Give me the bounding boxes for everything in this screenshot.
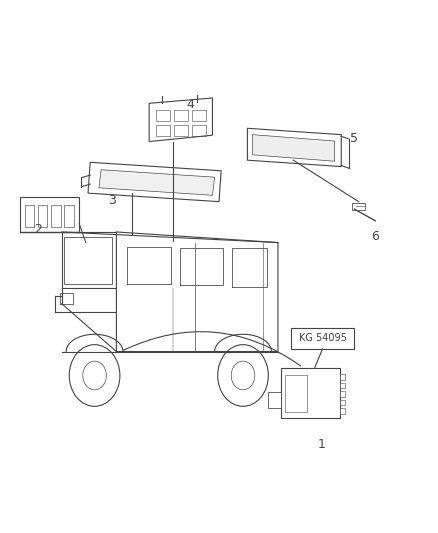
Text: 3: 3 bbox=[108, 193, 116, 207]
Bar bbox=[51, 205, 60, 227]
Bar bbox=[340, 400, 345, 405]
Bar bbox=[155, 110, 170, 122]
Text: 2: 2 bbox=[34, 223, 42, 236]
Bar bbox=[174, 110, 188, 122]
Polygon shape bbox=[88, 163, 221, 201]
Text: 4: 4 bbox=[187, 98, 194, 111]
Bar bbox=[192, 125, 206, 136]
Text: KG 54095: KG 54095 bbox=[299, 333, 346, 343]
Bar bbox=[340, 408, 345, 414]
Bar bbox=[64, 205, 74, 227]
Bar bbox=[38, 205, 47, 227]
Text: 1: 1 bbox=[318, 438, 325, 451]
Bar bbox=[352, 203, 365, 210]
Bar bbox=[291, 328, 354, 349]
Bar bbox=[286, 375, 307, 411]
Polygon shape bbox=[99, 169, 215, 195]
Bar bbox=[192, 110, 206, 122]
Bar bbox=[60, 293, 73, 304]
Bar bbox=[340, 383, 345, 388]
Polygon shape bbox=[149, 98, 212, 142]
Bar bbox=[281, 368, 340, 418]
Text: 5: 5 bbox=[350, 132, 358, 146]
Polygon shape bbox=[253, 135, 335, 161]
Text: 6: 6 bbox=[371, 230, 379, 243]
Bar bbox=[268, 392, 281, 408]
Bar bbox=[155, 125, 170, 136]
Polygon shape bbox=[247, 128, 341, 166]
Bar bbox=[174, 125, 188, 136]
Bar bbox=[340, 374, 345, 379]
Bar bbox=[20, 197, 79, 232]
Bar bbox=[340, 391, 345, 397]
Bar bbox=[25, 205, 34, 227]
